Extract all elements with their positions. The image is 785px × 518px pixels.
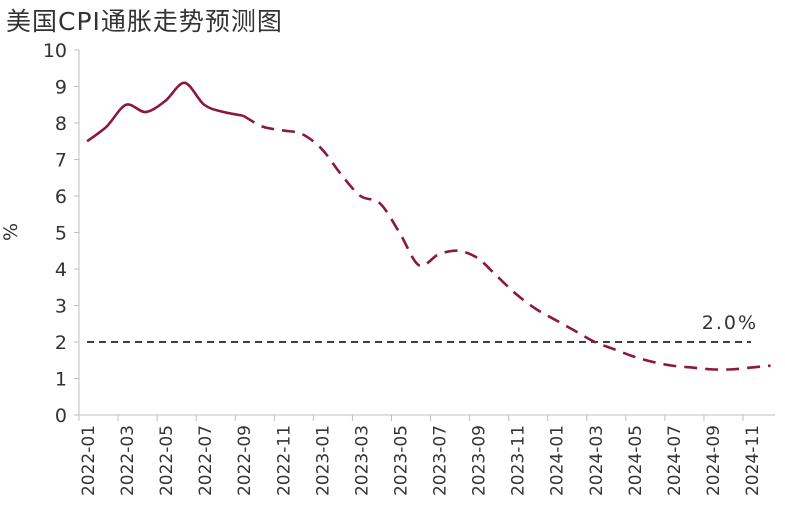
x-tick-label: 2024-01 <box>548 425 568 496</box>
x-tick-label: 2023-07 <box>431 425 451 496</box>
x-tick-label: 2023-11 <box>509 425 529 496</box>
y-tick-label: 4 <box>55 259 67 281</box>
y-tick-label: 10 <box>43 40 67 62</box>
y-tick-label: 1 <box>55 369 67 391</box>
x-tick-label: 2024-09 <box>704 425 724 496</box>
x-tick-label: 2022-11 <box>274 425 294 496</box>
x-tick-label: 2022-05 <box>157 425 177 496</box>
y-tick-label: 2 <box>55 332 67 354</box>
x-tick-label: 2024-03 <box>587 425 607 496</box>
cpi-forecast-line <box>242 114 771 371</box>
x-tick-label: 2023-09 <box>470 425 490 496</box>
y-tick-label: 5 <box>55 223 67 245</box>
x-tick-label: 2022-03 <box>118 425 138 496</box>
x-tick-label: 2022-09 <box>235 425 255 496</box>
y-tick-label: 8 <box>55 113 67 135</box>
x-tick-label: 2023-05 <box>391 425 411 496</box>
y-tick-label: 6 <box>55 186 67 208</box>
reference-line-label: 2.0% <box>702 312 758 334</box>
x-tick-label: 2023-03 <box>352 425 372 496</box>
y-tick-label: 0 <box>55 405 67 427</box>
x-tick-label: 2022-07 <box>196 425 216 496</box>
x-tick-label: 2023-01 <box>313 425 333 496</box>
y-axis-label: % <box>0 223 22 241</box>
cpi-actual-line <box>86 81 244 143</box>
y-tick-label: 3 <box>55 296 67 318</box>
y-tick-label: 7 <box>55 150 67 172</box>
x-tick-label: 2022-01 <box>79 425 99 496</box>
x-tick-label: 2024-07 <box>665 425 685 496</box>
chart-title: 美国CPI通胀走势预测图 <box>6 7 283 36</box>
x-tick-label: 2024-11 <box>743 425 763 496</box>
y-tick-label: 9 <box>55 77 67 99</box>
x-tick-label: 2024-05 <box>626 425 646 496</box>
